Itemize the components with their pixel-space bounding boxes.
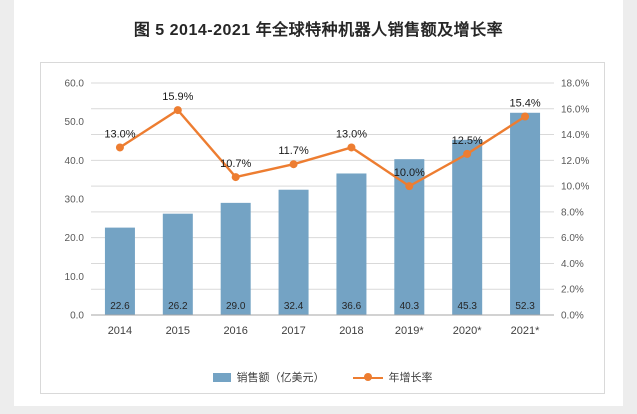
growth-value-label: 10.0% [394, 167, 425, 179]
legend-item-growth: 年增长率 [352, 369, 433, 385]
right-axis-tick-label: 0.0% [561, 311, 584, 322]
x-axis-category-label: 2021* [511, 325, 540, 337]
left-axis-tick-label: 40.0 [65, 156, 85, 167]
growth-value-label: 13.0% [336, 128, 367, 140]
bar-value-label: 52.3 [515, 301, 535, 312]
growth-point [115, 143, 124, 152]
left-axis-tick-label: 0.0 [70, 311, 84, 322]
x-axis-category-label: 2015 [166, 325, 190, 337]
x-axis-category-label: 2017 [281, 325, 305, 337]
sales-bar [510, 112, 541, 315]
left-axis-tick-label: 50.0 [65, 117, 85, 128]
right-axis-tick-label: 8.0% [561, 207, 584, 218]
x-axis-category-label: 2014 [108, 325, 132, 337]
bar-value-label: 40.3 [400, 301, 420, 312]
chart-legend: 销售额（亿美元） 年增长率 [41, 369, 604, 385]
left-axis-tick-label: 60.0 [65, 79, 85, 90]
growth-point [405, 182, 414, 191]
growth-value-label: 12.5% [452, 135, 483, 147]
growth-point [289, 160, 298, 169]
sales-bar [104, 227, 135, 315]
bar-value-label: 29.0 [226, 301, 246, 312]
sales-bar [220, 202, 251, 315]
right-axis-tick-label: 14.0% [561, 130, 589, 141]
bar-value-label: 32.4 [284, 301, 304, 312]
x-axis-category-label: 2019* [395, 325, 424, 337]
sales-bar [336, 173, 367, 315]
growth-value-label: 15.9% [162, 91, 193, 103]
right-axis-tick-label: 12.0% [561, 156, 589, 167]
bar-value-label: 26.2 [168, 301, 188, 312]
figure-panel: 图 5 2014-2021 年全球特种机器人销售额及增长率 0.0 10.0 20.… [14, 0, 623, 406]
growth-point [173, 106, 182, 115]
bar-value-label: 22.6 [110, 301, 130, 312]
legend-label-sales: 销售额（亿美元） [236, 372, 325, 384]
chart-title: 图 5 2014-2021 年全球特种机器人销售额及增长率 [133, 22, 504, 39]
right-axis-tick-label: 18.0% [561, 79, 589, 90]
growth-point [463, 149, 472, 158]
growth-value-label: 10.7% [220, 158, 251, 170]
right-axis-tick-label: 10.0% [561, 182, 589, 193]
line-swatch-dot [363, 373, 372, 381]
right-axis-tick-label: 6.0% [561, 233, 584, 244]
growth-value-label: 11.7% [278, 145, 309, 157]
right-axis-tick-label: 16.0% [561, 104, 589, 115]
line-swatch-icon [352, 373, 383, 382]
growth-line [119, 108, 526, 188]
growth-value-label: 13.0% [104, 128, 135, 140]
bar-value-label: 36.6 [342, 301, 362, 312]
left-axis-tick-label: 10.0 [65, 272, 85, 283]
x-axis-category-label: 2016 [223, 325, 247, 337]
right-axis-tick-label: 2.0% [561, 285, 584, 296]
left-axis-tick-label: 20.0 [65, 233, 85, 244]
legend-item-sales: 销售额（亿美元） [212, 369, 325, 385]
sales-bar [452, 139, 483, 315]
sales-bar [162, 213, 193, 315]
chart-plot-area: 0.0 10.0 20.0 30.0 40.0 50.0 60.0 0.0% 2.0% 4.0% 6… [40, 62, 605, 394]
left-axis-tick-label: 30.0 [65, 195, 85, 206]
growth-point [231, 173, 240, 182]
growth-value-label: 15.4% [509, 98, 540, 110]
right-axis-tick-label: 4.0% [561, 259, 584, 270]
bar-value-label: 45.3 [457, 301, 477, 312]
bar-swatch-icon [212, 372, 231, 382]
growth-point [521, 112, 530, 121]
sales-bar [278, 189, 309, 315]
x-axis-category-label: 2020* [453, 325, 482, 337]
legend-label-growth: 年增长率 [388, 372, 433, 384]
chart-canvas: 0.0 10.0 20.0 30.0 40.0 50.0 60.0 0.0% 2.0% 4.0% 6… [65, 79, 590, 338]
x-axis-category-label: 2018 [339, 325, 363, 337]
growth-point [347, 143, 356, 152]
